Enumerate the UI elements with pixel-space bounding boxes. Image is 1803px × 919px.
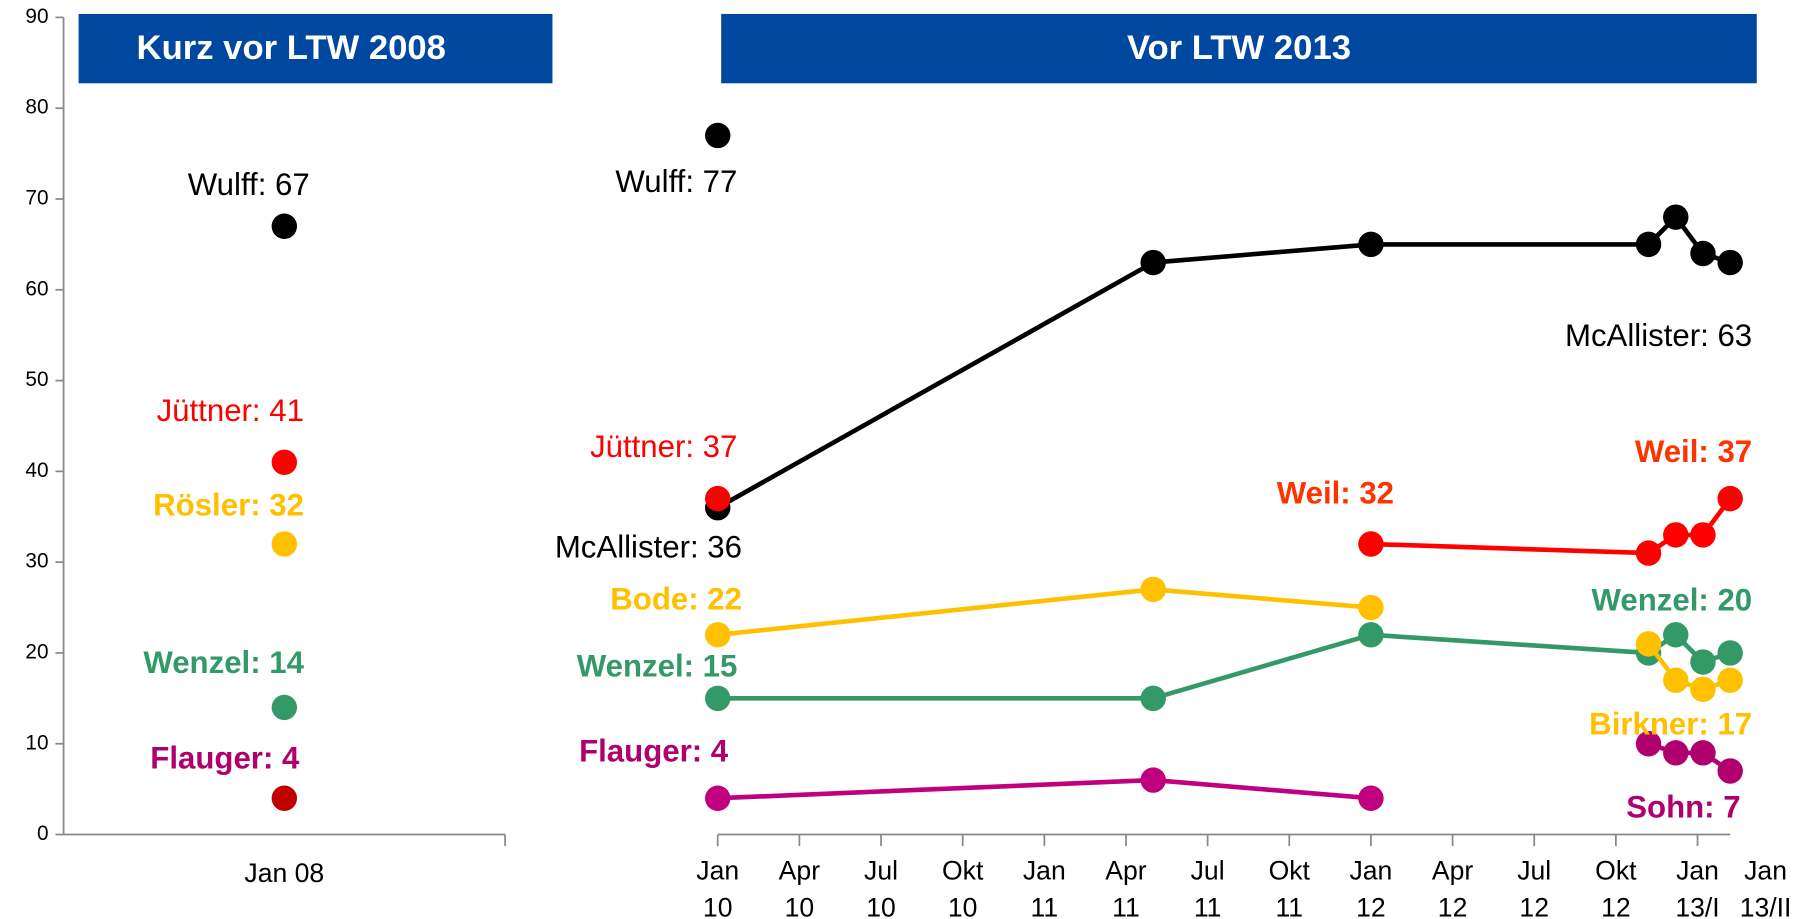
- x-tick-label: Jul 11: [1191, 856, 1225, 919]
- data-label: McAllister: 36: [555, 530, 742, 565]
- data-label: Weil: 32: [1277, 476, 1394, 511]
- dot: [1140, 576, 1166, 603]
- y-tick-label: 0: [37, 822, 49, 845]
- data-label: Wenzel: 20: [1592, 582, 1753, 617]
- dot: [1358, 531, 1384, 557]
- dot: [1690, 649, 1716, 675]
- y-tick-label: 90: [25, 5, 48, 28]
- dot: [1635, 540, 1662, 566]
- dot: [1717, 249, 1743, 276]
- y-tick-label: 50: [25, 368, 48, 391]
- dot: [1690, 240, 1716, 267]
- data-label: Rösler: 32: [153, 487, 304, 522]
- dot: [1717, 758, 1743, 784]
- dot: [1717, 640, 1743, 666]
- dot: [1663, 740, 1689, 766]
- dot: [1358, 231, 1384, 258]
- x-tick-label: Okt 12: [1595, 856, 1637, 919]
- data-label: Wulff: 77: [615, 164, 737, 199]
- y-tick-label: 60: [25, 277, 48, 300]
- dot: [1717, 485, 1743, 512]
- data-label: Wenzel: 15: [577, 649, 738, 684]
- y-tick-label: 40: [25, 459, 48, 482]
- y-tick-label: 80: [25, 96, 48, 119]
- dot: [271, 694, 298, 721]
- data-label: Sohn: 7: [1626, 789, 1740, 824]
- dot: [1635, 631, 1662, 657]
- dot: [1358, 594, 1384, 621]
- data-label: McAllister: 63: [1565, 318, 1752, 353]
- data-label: Jüttner: 41: [157, 393, 304, 428]
- panel-title: Kurz vor LTW 2008: [137, 29, 446, 67]
- x-tick-label: Apr 11: [1105, 856, 1147, 919]
- dot: [1663, 204, 1689, 230]
- dot: [1358, 785, 1384, 811]
- dot: [271, 531, 298, 557]
- dot: [271, 785, 298, 811]
- dot: [705, 785, 731, 811]
- banner: [721, 13, 1757, 84]
- dot: [1663, 667, 1689, 693]
- dot: [1690, 522, 1716, 548]
- panel-title: Vor LTW 2013: [1127, 29, 1351, 67]
- dot: [1140, 249, 1166, 276]
- y-tick-label: 20: [25, 640, 48, 663]
- y-tick-label: 10: [25, 731, 48, 754]
- x-tick-label: Jul 10: [864, 856, 898, 919]
- x-tick-label: Apr 12: [1432, 856, 1474, 919]
- line: [717, 631, 1731, 701]
- data-label: Flauger: 4: [579, 733, 729, 768]
- data-label: Birkner: 17: [1589, 707, 1752, 742]
- data-label: Flauger: 4: [150, 740, 300, 775]
- dot: [271, 213, 298, 239]
- dot: [1635, 231, 1662, 258]
- line: [716, 213, 1731, 510]
- dot: [1663, 522, 1689, 548]
- dot: [1358, 622, 1384, 648]
- x-tick-label: Jan 10: [696, 856, 739, 919]
- dot: [271, 449, 298, 476]
- dot: [1717, 667, 1743, 693]
- banner: [78, 13, 553, 84]
- x-tick-label: Jan 13/II: [1740, 856, 1792, 919]
- dot: [705, 622, 731, 648]
- dot: [1690, 676, 1716, 702]
- data-label: Jüttner: 37: [590, 429, 737, 464]
- x-tick-label: Jan 13/I: [1675, 856, 1719, 919]
- line: [1647, 741, 1732, 773]
- data-label: Bode: 22: [610, 582, 742, 617]
- y-tick-label: 70: [25, 187, 48, 210]
- dot: [1140, 685, 1166, 712]
- line: [717, 777, 1372, 801]
- x-tick-label: Jan 11: [1023, 856, 1066, 919]
- dot: [1690, 740, 1716, 766]
- x-tick-label: Okt 10: [942, 856, 984, 919]
- x-tick-label: Jan 12: [1349, 856, 1392, 919]
- data-label: Wenzel: 14: [143, 645, 304, 680]
- x-tick-label: Jan 08: [244, 858, 324, 888]
- y-tick-label: 30: [25, 550, 48, 573]
- dot: [1663, 622, 1689, 648]
- x-tick-label: Jul 12: [1517, 856, 1551, 919]
- dot: [705, 485, 731, 512]
- dot: [705, 122, 731, 149]
- line: [717, 587, 1372, 638]
- line: [1646, 642, 1731, 692]
- dot: [1140, 767, 1166, 793]
- data-label: Weil: 37: [1635, 434, 1752, 469]
- x-tick-label: Apr 10: [779, 856, 821, 919]
- data-label: Wulff: 67: [188, 167, 310, 202]
- dot: [1635, 731, 1662, 757]
- dot: [705, 685, 731, 712]
- x-tick-label: Okt 11: [1269, 856, 1311, 919]
